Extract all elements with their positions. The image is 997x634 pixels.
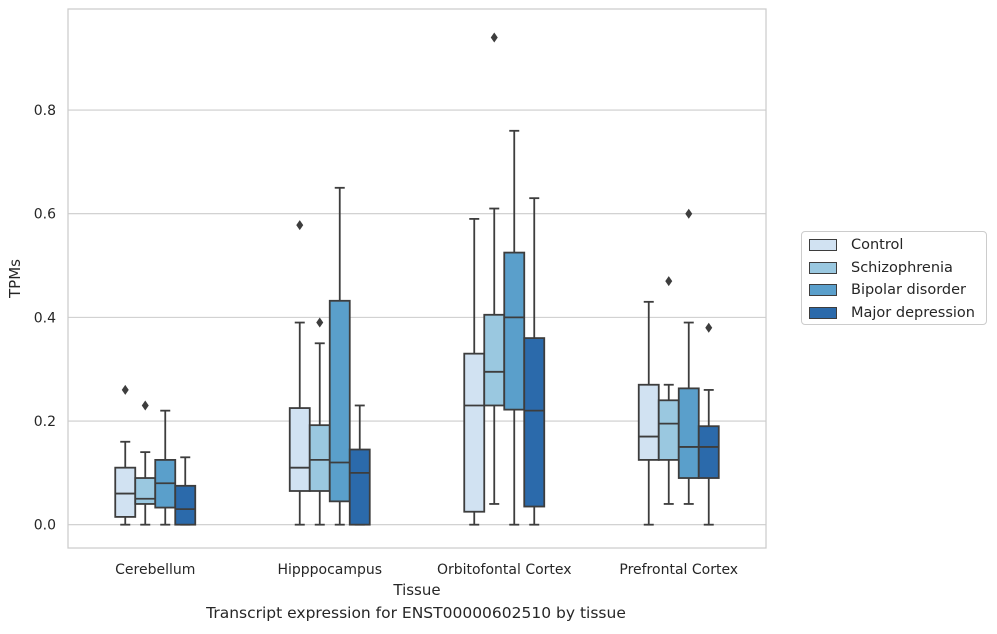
outlier-point xyxy=(665,276,673,287)
legend-item: Bipolar disorder xyxy=(809,281,966,299)
box-iqr xyxy=(637,383,660,461)
x-tick-labels: Cerebellum Hipppocampus Orbitofontal Corte… xyxy=(115,562,738,578)
outlier-point xyxy=(296,220,304,231)
box-iqr xyxy=(697,425,720,479)
y-tick-label: 0.6 xyxy=(34,207,56,223)
box xyxy=(328,186,351,526)
box-iqr xyxy=(677,387,700,479)
y-tick-labels: 0.0 0.2 0.4 0.6 0.8 xyxy=(34,103,56,534)
x-tick-label: Orbitofontal Cortex xyxy=(437,562,572,578)
x-axis-label: Tissue xyxy=(392,581,440,599)
legend-item: Control xyxy=(809,236,903,254)
x-tick-label: Hipppocampus xyxy=(277,562,382,578)
box xyxy=(288,220,311,526)
legend: Control Schizophrenia Bipolar disorder Majo… xyxy=(801,231,987,325)
series-bipolar-disorder xyxy=(154,129,700,526)
box xyxy=(114,384,137,526)
box xyxy=(463,217,486,526)
legend-swatch xyxy=(809,261,837,274)
box-iqr xyxy=(503,251,526,411)
box-iqr xyxy=(328,299,351,503)
box xyxy=(134,400,157,526)
legend-swatch xyxy=(809,239,837,251)
outlier-point xyxy=(705,322,713,333)
chart-caption: Transcript expression for ENST0000060251… xyxy=(206,604,626,622)
y-axis-label: TPMs xyxy=(6,259,24,299)
box-series xyxy=(114,32,720,526)
legend-item: Schizophrenia xyxy=(809,259,953,277)
y-tick-label: 0.4 xyxy=(34,310,56,326)
box-iqr xyxy=(134,477,157,505)
outlier-point xyxy=(490,32,498,43)
box-iqr xyxy=(348,448,371,526)
legend-label: Major depression xyxy=(851,304,975,321)
box-iqr xyxy=(657,399,680,461)
box xyxy=(348,404,371,526)
legend-item: Major depression xyxy=(809,304,975,322)
x-tick-label: Cerebellum xyxy=(115,562,195,578)
box xyxy=(503,129,526,526)
box-iqr xyxy=(114,466,137,518)
legend-swatch xyxy=(809,284,837,296)
box-iqr xyxy=(463,352,486,513)
legend-label: Schizophrenia xyxy=(851,259,953,276)
legend-label: Bipolar disorder xyxy=(851,282,966,298)
series-major-depression xyxy=(174,197,720,526)
outlier-point xyxy=(121,384,129,395)
y-tick-label: 0.0 xyxy=(34,518,56,534)
y-tick-label: 0.8 xyxy=(34,103,56,119)
outlier-point xyxy=(316,317,324,328)
legend-label: Control xyxy=(851,237,904,253)
box xyxy=(697,322,720,526)
y-tick-label: 0.2 xyxy=(34,414,56,430)
series-control xyxy=(114,217,660,526)
box-iqr xyxy=(483,313,506,407)
outlier-point xyxy=(141,400,149,411)
box xyxy=(174,456,197,526)
box-iqr xyxy=(523,337,546,508)
box-iqr xyxy=(308,424,331,492)
box-iqr xyxy=(288,407,311,492)
outlier-point xyxy=(685,208,693,219)
legend-swatch xyxy=(809,306,837,319)
box-iqr xyxy=(174,484,197,526)
box xyxy=(154,409,177,526)
x-tick-label: Prefrontal Cortex xyxy=(619,562,738,578)
box xyxy=(523,197,546,526)
